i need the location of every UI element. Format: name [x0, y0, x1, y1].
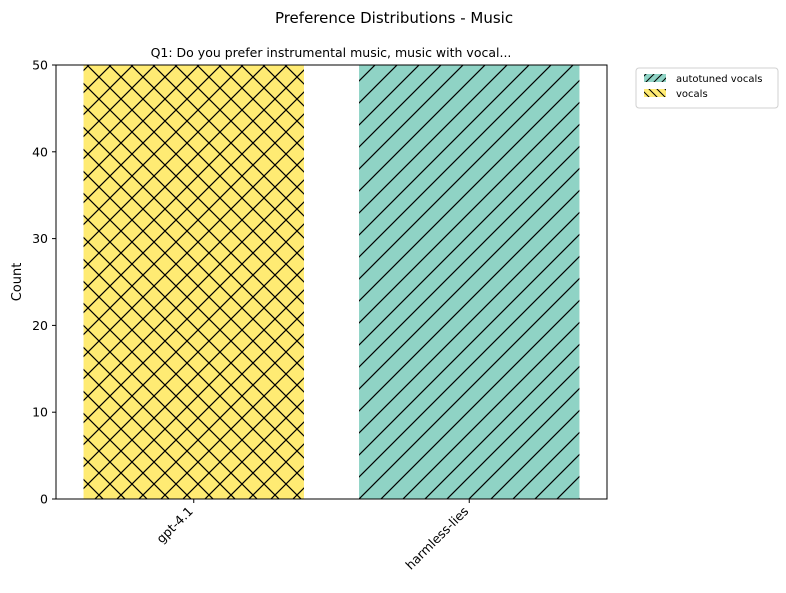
y-axis-label: Count: [10, 263, 25, 302]
y-ticks-group: 0 10 20 30 40 50: [32, 58, 56, 507]
legend-frame: [635, 67, 779, 109]
x-ticks-group: gpt-4.1 harmless-lies: [153, 499, 471, 572]
y-tick-label: 10: [32, 405, 48, 420]
legend: autotuned vocals vocals: [635, 67, 779, 109]
y-tick-label: 20: [32, 318, 48, 333]
figure-suptitle: Preference Distributions - Music: [275, 9, 513, 27]
x-tick-label: harmless-lies: [402, 504, 471, 573]
y-tick-label: 50: [32, 58, 48, 73]
x-tick-label: gpt-4.1: [153, 504, 196, 547]
bars-group: [83, 65, 580, 499]
y-tick-label: 0: [40, 492, 48, 507]
y-tick-label: 40: [32, 144, 48, 159]
legend-label: autotuned vocals: [676, 74, 762, 85]
legend-label: vocals: [676, 89, 708, 100]
y-tick-label: 30: [32, 231, 48, 246]
plot-frame: [55, 64, 608, 500]
bar-hatch-vocals: [83, 65, 304, 499]
legend-swatch-hatch: [644, 89, 666, 97]
legend-swatch-hatch: [644, 74, 666, 82]
bar-hatch-autotuned-vocals: [359, 65, 580, 499]
chart-title: Q1: Do you prefer instrumental music, mu…: [151, 45, 512, 60]
